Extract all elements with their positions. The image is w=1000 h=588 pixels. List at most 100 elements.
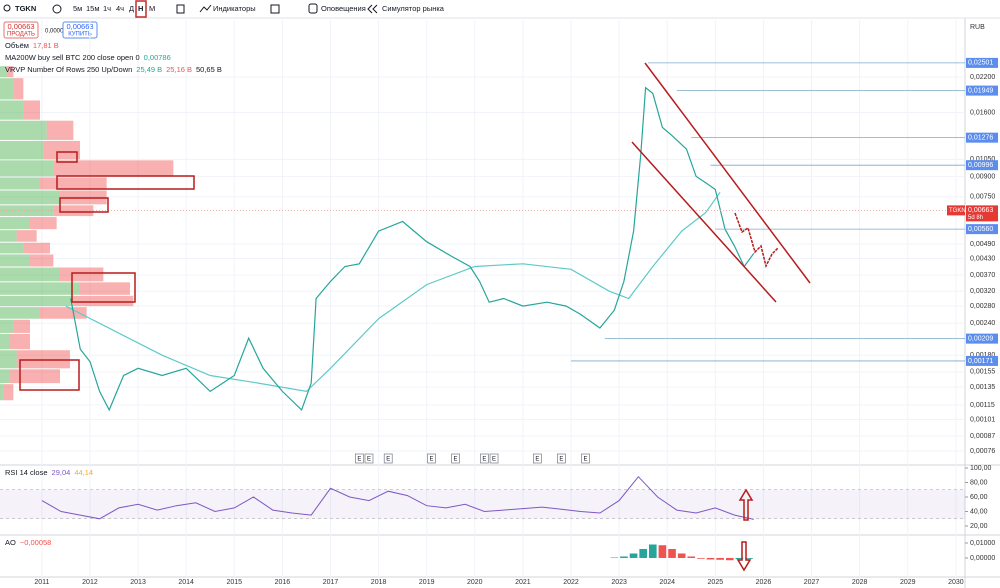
annotation-box — [71, 272, 136, 303]
earnings-label: E — [492, 457, 496, 463]
currency-label: RUB — [970, 24, 985, 31]
ma-line — [65, 191, 721, 393]
level-label: 0,00209 — [968, 335, 993, 342]
indicators-icon[interactable] — [199, 4, 212, 13]
vrvp-down — [53, 205, 94, 217]
vrvp-up — [0, 100, 24, 120]
symbol[interactable]: TGKN — [15, 4, 36, 13]
vrvp-down — [10, 333, 30, 350]
earnings-marker — [354, 453, 364, 464]
interval[interactable]: 15м — [86, 4, 100, 13]
rsi-tick-label: 20,00 — [970, 523, 988, 530]
vrvp-up — [0, 140, 44, 160]
ao-bar — [648, 544, 657, 558]
replay-icon[interactable] — [367, 4, 378, 14]
symbol-tag — [947, 205, 965, 216]
indicators-button[interactable]: Индикаторы — [213, 4, 256, 13]
interval[interactable]: М — [149, 4, 155, 13]
x-tick-label: 2025 — [708, 579, 724, 586]
annotation-box — [59, 197, 109, 213]
vrvp-up — [0, 78, 14, 100]
vrvp-up — [0, 295, 74, 307]
interval[interactable]: Н — [138, 4, 143, 13]
level-label: 0,00171 — [968, 358, 993, 365]
earnings-label: E — [430, 457, 434, 463]
vrvp-down — [40, 177, 107, 190]
rsi-tick-label: 100,00 — [970, 465, 992, 472]
vrvp-up — [0, 230, 17, 242]
legend-text: VRVP Number Of Rows 250 Up/Down — [5, 65, 132, 74]
earnings-marker — [532, 453, 542, 464]
search-icon[interactable] — [3, 4, 11, 12]
legend-text: AO — [5, 538, 16, 547]
ao-bar — [716, 557, 724, 560]
x-tick-label: 2017 — [323, 579, 339, 586]
y-tick-label: 0,00101 — [970, 416, 995, 423]
level-tag — [966, 355, 998, 366]
x-tick-label: 2014 — [178, 579, 194, 586]
x-tick-label: 2022 — [563, 579, 579, 586]
x-tick-label: 2030 — [948, 579, 964, 586]
legend-text: −0,00058 — [20, 538, 52, 547]
interval[interactable]: 1ч — [103, 4, 111, 13]
earnings-marker — [557, 453, 566, 464]
x-tick-label: 2026 — [756, 579, 772, 586]
vrvp-down — [80, 282, 130, 295]
y-tick-label: 0,00430 — [970, 255, 995, 262]
vrvp-down — [30, 254, 54, 267]
level-tag — [966, 160, 998, 171]
sell-button[interactable] — [3, 21, 39, 39]
simulator-button[interactable]: Симулятор рынка — [382, 4, 445, 13]
alert-icon[interactable] — [308, 3, 318, 14]
vrvp-up — [0, 319, 14, 333]
rsi-arrow — [738, 488, 754, 521]
rsi-tick-label: 80,00 — [970, 479, 988, 486]
trend-line — [631, 141, 777, 303]
rsi-tick-label: 40,00 — [970, 508, 988, 515]
vrvp-up — [0, 333, 10, 350]
level-tag — [966, 333, 998, 344]
compare-button[interactable] — [52, 4, 62, 14]
legend-text: 25,16 B — [166, 65, 192, 74]
buy-button[interactable] — [62, 21, 98, 39]
earnings-marker — [451, 453, 460, 464]
y-tick-label: 0,00490 — [970, 241, 995, 248]
vrvp-up — [0, 205, 54, 217]
ao-bar — [639, 548, 647, 558]
level-tag — [966, 85, 998, 96]
rsi-line — [41, 475, 754, 520]
interval[interactable]: 5м — [73, 4, 82, 13]
interval[interactable]: 4ч — [116, 4, 124, 13]
level-tag — [966, 57, 998, 68]
ao-bar — [697, 557, 705, 559]
ao-tick-label: 0,00000 — [970, 555, 995, 562]
vrvp-up — [0, 217, 30, 230]
alerts-button[interactable]: Оповещения — [321, 4, 366, 13]
spread: 0,00000 — [45, 29, 67, 35]
y-tick-label: 0,00180 — [970, 352, 995, 359]
ao-bar — [735, 557, 744, 560]
level-label: 0,01949 — [968, 87, 993, 94]
vrvp-up — [0, 282, 80, 295]
vrvp-down — [23, 100, 40, 120]
earnings-marker — [427, 453, 436, 464]
x-tick-label: 2027 — [804, 579, 820, 586]
legend-text: Объём — [5, 41, 29, 50]
chart-type-icon[interactable] — [176, 4, 185, 14]
legend-text: 17,81 B — [33, 41, 59, 50]
y-tick-label: 0,00087 — [970, 433, 995, 440]
interval[interactable]: Д — [129, 4, 134, 13]
vrvp-up — [0, 384, 4, 401]
x-tick-label: 2013 — [130, 579, 146, 586]
vrvp-down — [6, 66, 14, 78]
earnings-marker — [480, 453, 489, 464]
ao-bar — [658, 545, 667, 558]
vrvp-down — [40, 307, 87, 319]
layout-icon[interactable] — [270, 4, 280, 14]
earnings-label: E — [367, 457, 371, 463]
level-label: 0,00996 — [968, 162, 993, 169]
price-line — [70, 86, 755, 412]
vrvp-up — [0, 66, 7, 78]
ao-arrow — [736, 541, 752, 572]
